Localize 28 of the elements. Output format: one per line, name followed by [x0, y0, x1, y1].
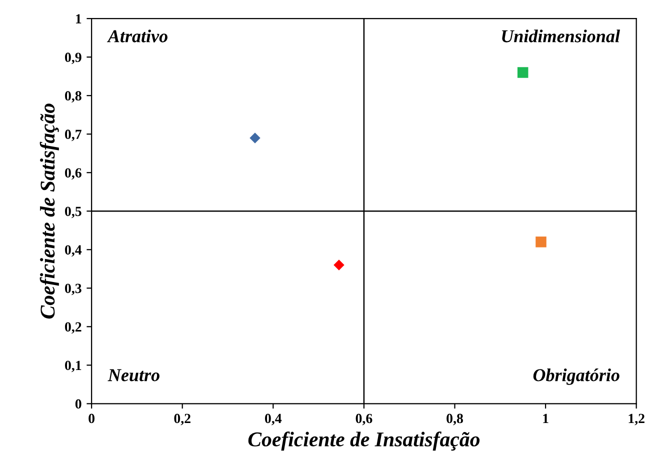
x-axis-title: Coeficiente de Insatisfação — [248, 432, 480, 451]
x-tick-label: 0,2 — [174, 414, 190, 426]
x-tick-label: 0 — [88, 414, 95, 424]
x-tick-label: 0,4 — [265, 414, 282, 426]
y-tick-label: 0,6 — [65, 168, 82, 180]
annotation: Neutro — [108, 369, 160, 382]
x-tick-label: 0,8 — [446, 414, 463, 426]
x-tick-label: 1,2 — [628, 414, 644, 426]
y-tick-label: 0,7 — [65, 130, 82, 142]
point — [250, 132, 260, 144]
y-tick-label: 0 — [75, 399, 82, 409]
x-tick-label: 0,6 — [356, 414, 372, 426]
y-tick-label: 0,3 — [65, 284, 82, 296]
annotation: Atrativo — [106, 30, 168, 42]
annotation: Unidimensional — [502, 30, 620, 42]
y-axis-title: Coeficiente de Satisfação — [40, 104, 59, 319]
y-tick-label: 0,4 — [65, 245, 82, 257]
y-tick-label: 0,1 — [65, 360, 82, 372]
annotation: Obrigatório — [533, 368, 620, 385]
point — [536, 236, 546, 248]
y-tick-label: 0,8 — [65, 91, 82, 103]
y-tick-label: 0,9 — [65, 52, 82, 64]
y-tick-label: 0,5 — [65, 206, 82, 218]
point — [334, 260, 344, 270]
y-tick-label: 1 — [76, 14, 82, 24]
point — [517, 67, 528, 78]
x-tick-label: 1 — [543, 414, 548, 424]
y-tick-label: 0,2 — [65, 322, 82, 334]
